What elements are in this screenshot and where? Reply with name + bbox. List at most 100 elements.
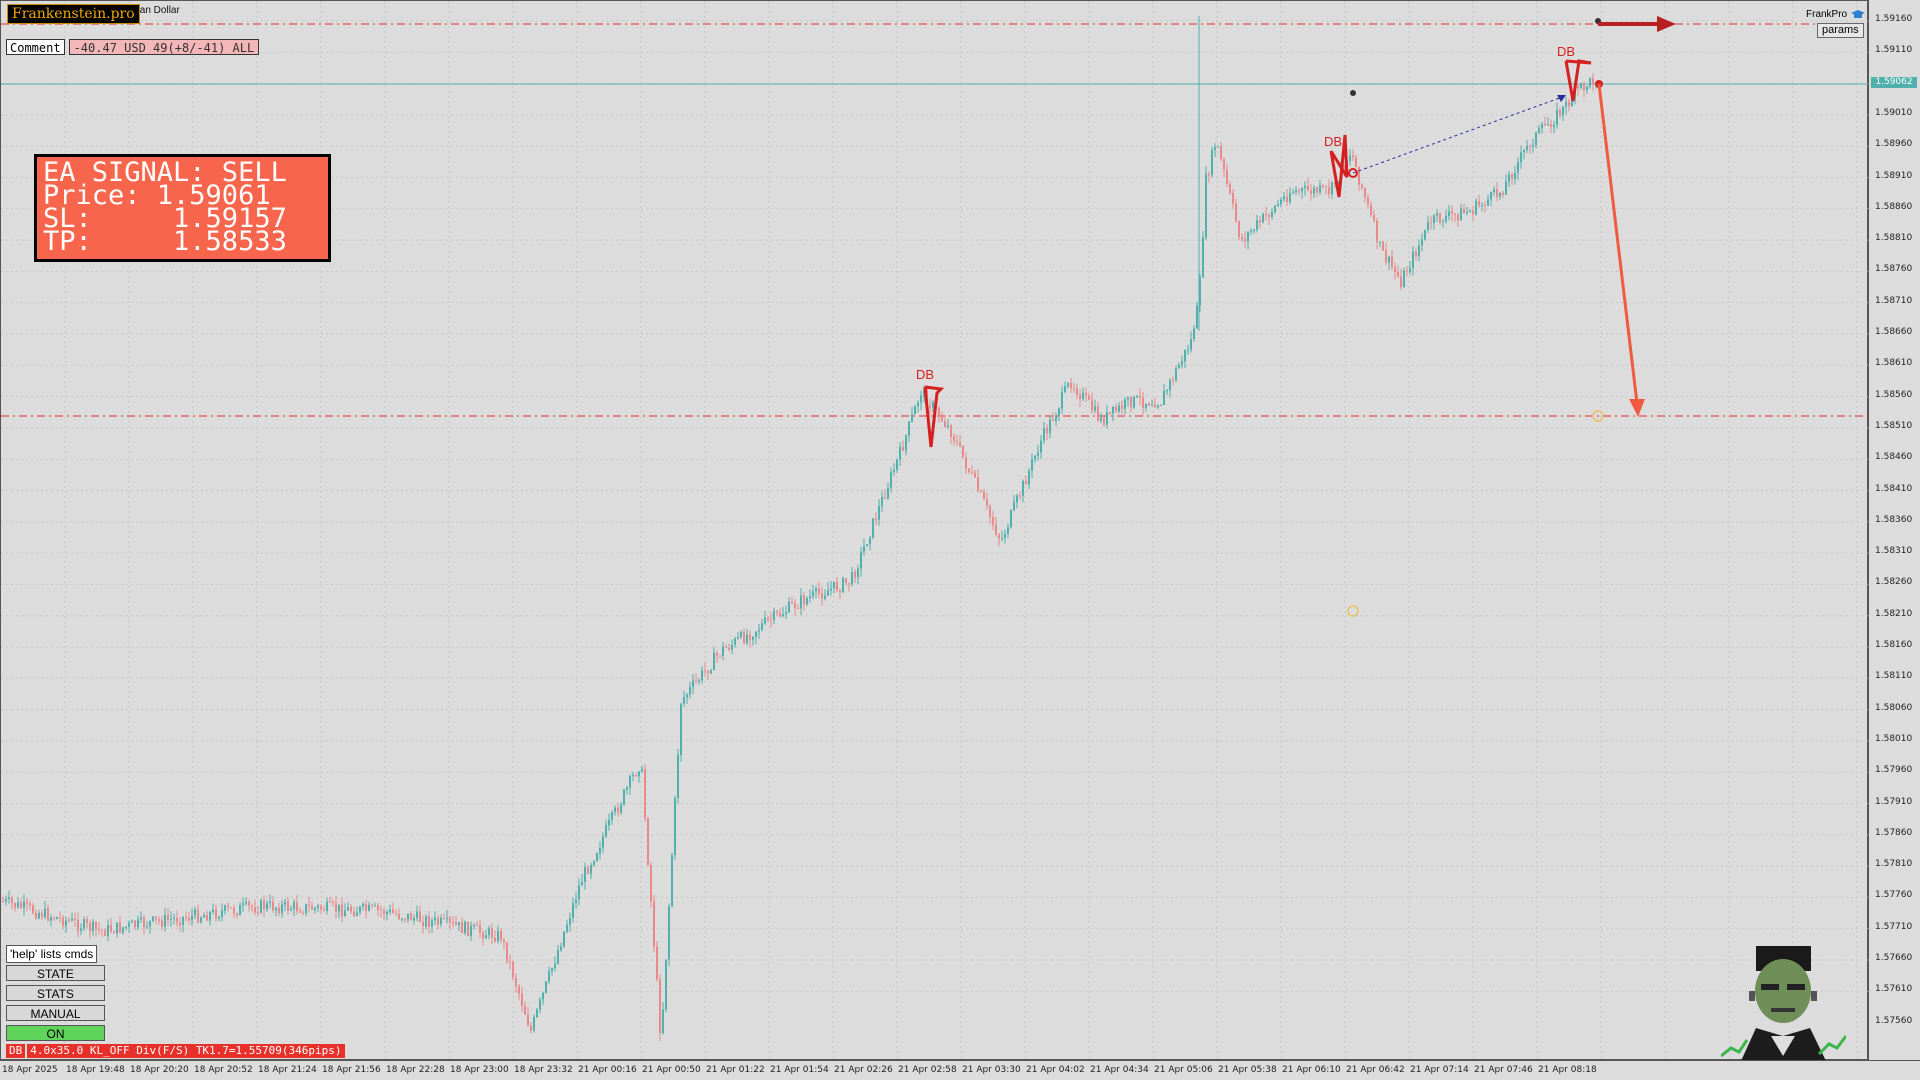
candle-body	[998, 534, 1000, 539]
candle-body	[53, 917, 55, 920]
candle-body	[650, 864, 652, 902]
candle-body	[821, 593, 823, 599]
candle-body	[158, 919, 160, 921]
candle-body	[662, 1009, 664, 1034]
candle-body	[1388, 256, 1390, 263]
candle-body	[1046, 428, 1048, 434]
candle-body	[1580, 83, 1582, 89]
candle-body	[833, 581, 835, 589]
candle-body	[446, 917, 448, 919]
candle-body	[290, 908, 292, 911]
time-axis[interactable]: 18 Apr 2025 18 Apr 19:48 18 Apr 20:20 18 Ap…	[0, 1060, 1920, 1080]
candle-body	[1394, 267, 1396, 272]
candle-body	[182, 916, 184, 926]
candle-body	[128, 922, 130, 927]
on-toggle-button[interactable]: ON	[6, 1025, 105, 1041]
time-axis-label: 18 Apr 2025	[2, 1065, 58, 1075]
candle-body	[884, 497, 886, 499]
price-axis[interactable]: 1.59160 1.59110 1.59010 1.58960 1.58910 1.588…	[1868, 0, 1920, 1060]
candle-body	[98, 928, 100, 930]
candle-body	[1529, 145, 1531, 147]
candle-body	[1127, 397, 1129, 400]
candle-body	[1064, 386, 1066, 393]
candle-body	[365, 904, 367, 911]
candle-body	[944, 421, 946, 427]
candle-body	[419, 911, 421, 922]
candle-body	[1193, 328, 1195, 340]
candle-body	[539, 999, 541, 1010]
candle-body	[770, 619, 772, 621]
candle-body	[458, 922, 460, 926]
candle-body	[728, 647, 730, 650]
candle-body	[1487, 199, 1489, 206]
candle-body	[893, 469, 895, 473]
candle-body	[14, 903, 16, 908]
candle-body	[266, 903, 268, 910]
candle-body	[116, 922, 118, 934]
candle-body	[1103, 417, 1105, 425]
candle-body	[902, 446, 904, 451]
candle-body	[440, 917, 442, 925]
candle-body	[176, 917, 178, 923]
candle-body	[1400, 276, 1402, 288]
candle-body	[1283, 196, 1285, 200]
candle-body	[725, 646, 727, 648]
candle-body	[347, 906, 349, 911]
time-axis-label: 21 Apr 08:18	[1538, 1065, 1597, 1075]
candle-body	[1418, 245, 1420, 257]
candle-body	[503, 940, 505, 942]
candle-body	[215, 909, 217, 919]
frankenstein-mascot-icon	[1721, 946, 1846, 1061]
candle-body	[149, 920, 151, 927]
candle-body	[1160, 404, 1162, 406]
candle-body	[170, 918, 172, 920]
state-button[interactable]: STATE	[6, 965, 105, 981]
candle-body	[1223, 159, 1225, 170]
candle-body	[1592, 78, 1594, 85]
candle-body	[887, 488, 889, 499]
candle-body	[767, 617, 769, 620]
candle-body	[35, 913, 37, 919]
stats-button[interactable]: STATS	[6, 985, 105, 1001]
price-axis-label: 1.58960	[1875, 139, 1913, 150]
candle-body	[287, 901, 289, 911]
candle-body	[482, 932, 484, 939]
time-axis-label: 18 Apr 21:56	[322, 1065, 381, 1075]
price-axis-label: 1.58560	[1875, 389, 1913, 400]
candle-body	[122, 927, 124, 933]
price-axis-label: 1.59010	[1875, 107, 1913, 118]
candle-body	[74, 918, 76, 920]
params-button[interactable]: params	[1817, 23, 1864, 38]
candle-body	[638, 771, 640, 777]
symbol-title: dian Dollar	[132, 5, 180, 16]
candle-body	[1469, 210, 1471, 212]
candle-body	[779, 612, 781, 617]
manual-button[interactable]: MANUAL	[6, 1005, 105, 1021]
time-axis-label: 18 Apr 21:24	[258, 1065, 317, 1075]
candle-body	[26, 901, 28, 904]
candle-body	[164, 915, 166, 927]
candle-body	[815, 588, 817, 592]
chart-area[interactable]: DB DB DB Frankenstein.pro dian Dollar Comm…	[0, 0, 1869, 1061]
candle-body	[1565, 101, 1567, 107]
candle-body	[1244, 239, 1246, 242]
candle-body	[1352, 155, 1354, 158]
candle-body	[677, 754, 679, 798]
tp-marker	[1592, 410, 1604, 422]
candle-body	[764, 617, 766, 624]
candle-body	[272, 901, 274, 911]
candle-body	[1562, 106, 1564, 116]
db-pattern-label: DB	[916, 367, 934, 382]
candle-body	[1379, 241, 1381, 243]
candle-body	[1250, 230, 1252, 233]
candle-body	[377, 905, 379, 910]
candle-body	[644, 768, 646, 819]
candle-body	[1331, 182, 1333, 194]
candle-body	[155, 916, 157, 920]
candle-body	[803, 595, 805, 605]
candle-body	[62, 917, 64, 926]
candle-body	[320, 905, 322, 910]
candle-body	[323, 909, 325, 911]
candle-body	[449, 917, 451, 922]
candle-body	[509, 961, 511, 963]
